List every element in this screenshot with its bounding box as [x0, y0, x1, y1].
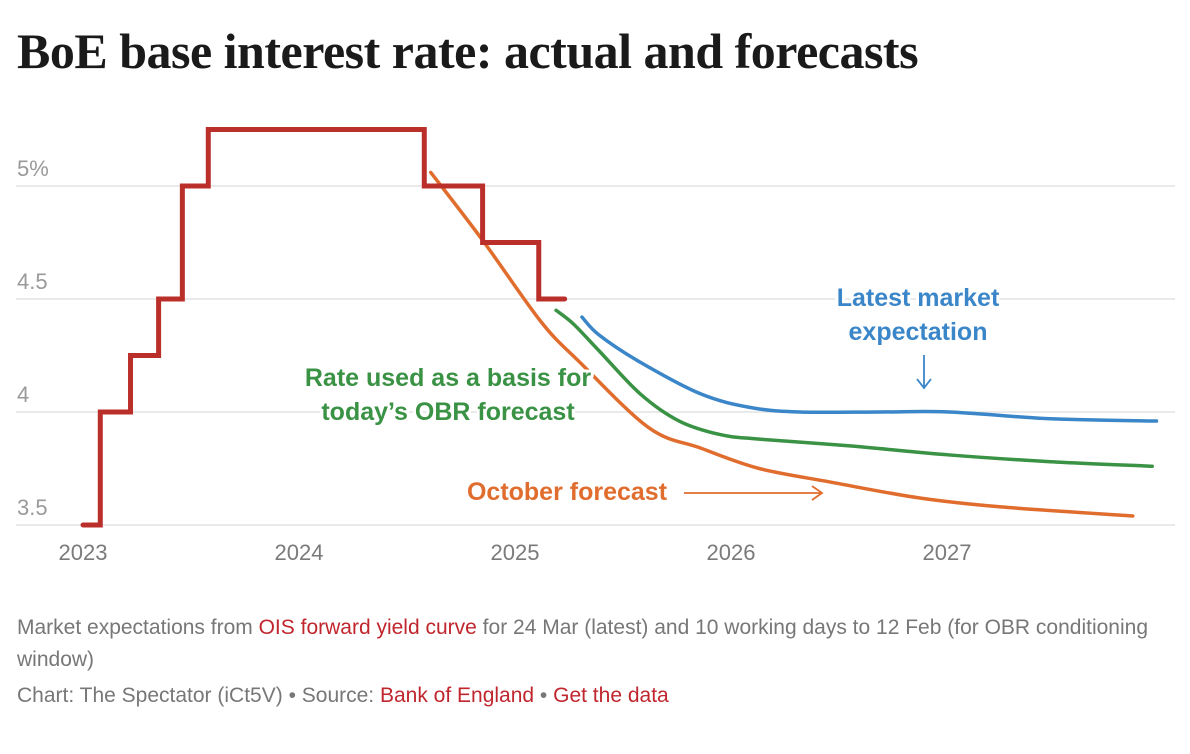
annotation-obr: today’s OBR forecast: [321, 398, 575, 426]
x-tick-label: 2026: [707, 540, 756, 565]
x-tick-label: 2027: [923, 540, 972, 565]
chart-plot: 3.5 4 4.5 5% 2023 2024 2025 2026 2027 Latest ma…: [16, 127, 1175, 565]
series-line-obr: [554, 308, 1154, 468]
notes-suffix: for 24 Mar (latest) and 10 working days …: [17, 616, 1149, 671]
annotation-obr: Rate used as a basis for: [305, 364, 592, 392]
y-tick-label: 4.5: [17, 269, 48, 294]
series-group: [80, 127, 1159, 528]
chart-credit: Chart: The Spectator (iCt5V) • Source: B…: [17, 684, 669, 708]
chart-title: BoE base interest rate: actual and forec…: [17, 23, 919, 79]
x-tick-label: 2025: [491, 540, 540, 565]
arrow-down-icon: [916, 355, 932, 390]
series-line-latest: [580, 315, 1159, 423]
credit-separator: • Source:: [282, 684, 380, 707]
credit-separator: •: [534, 684, 554, 707]
chart-notes: Market expectations from OIS forward yie…: [17, 612, 1177, 676]
notes-prefix: Market expectations from: [17, 616, 259, 639]
annotation-halo: today’s OBR forecast: [321, 398, 575, 426]
chart-byline: Chart: The Spectator (iCt5V): [17, 684, 283, 707]
y-tick-label: 4: [17, 382, 29, 407]
y-axis: 3.5 4 4.5 5%: [17, 156, 49, 520]
y-tick-label: 3.5: [17, 495, 48, 520]
annotation-halo: October forecast: [467, 478, 668, 506]
series-line-october: [429, 170, 1135, 518]
x-tick-label: 2024: [275, 540, 324, 565]
arrow-right-icon: [684, 485, 824, 501]
series-line-actual: [80, 127, 568, 528]
x-tick-label: 2023: [59, 540, 108, 565]
annotation-halo: expectation: [849, 318, 988, 346]
ois-curve-link[interactable]: OIS forward yield curve: [258, 616, 477, 639]
annotation-latest: Latest market: [837, 284, 1000, 312]
annotation-october: October forecast: [467, 478, 668, 506]
get-data-link[interactable]: Get the data: [553, 684, 669, 707]
x-axis: 2023 2024 2025 2026 2027: [59, 540, 972, 565]
annotation-halo: Latest market: [837, 284, 1000, 312]
y-tick-label: 5%: [17, 156, 49, 181]
source-link[interactable]: Bank of England: [379, 684, 535, 707]
annotation-latest: expectation: [849, 318, 988, 346]
gridlines: [16, 185, 1175, 526]
annotation-halo: Rate used as a basis for: [305, 364, 592, 392]
